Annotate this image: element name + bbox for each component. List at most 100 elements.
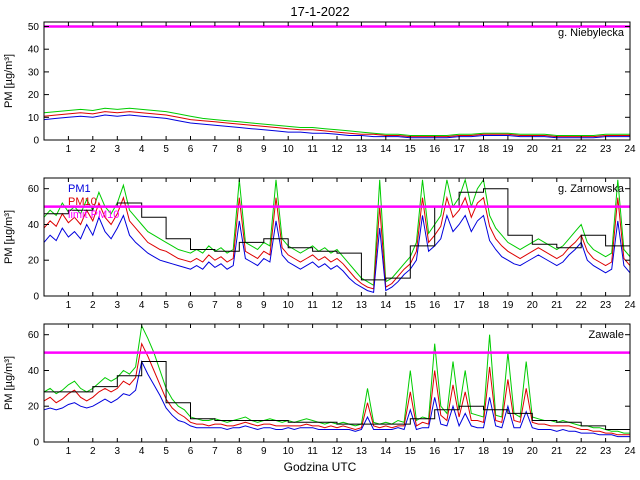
x-tick-label: 8 xyxy=(237,144,243,155)
x-tick-label: 22 xyxy=(576,144,588,155)
chart-title: 17-1-2022 xyxy=(290,4,350,19)
x-tick-label: 23 xyxy=(600,446,612,457)
x-tick-label: 12 xyxy=(331,300,343,311)
x-tick-label: 15 xyxy=(405,446,417,457)
y-tick-label: 0 xyxy=(33,438,39,449)
x-tick-label: 16 xyxy=(429,300,441,311)
y-tick-label: 20 xyxy=(28,90,40,101)
x-tick-label: 24 xyxy=(624,144,636,155)
x-axis-label: Godzina UTC xyxy=(283,460,357,474)
y-tick-label: 30 xyxy=(28,67,40,78)
x-tick-label: 19 xyxy=(502,144,514,155)
x-tick-label: 23 xyxy=(600,300,612,311)
y-axis-label: PM [µg/m³] xyxy=(3,210,15,264)
x-tick-label: 1 xyxy=(66,446,72,457)
x-tick-label: 24 xyxy=(624,446,636,457)
x-tick-label: 11 xyxy=(307,144,318,155)
x-tick-label: 23 xyxy=(600,144,612,155)
x-tick-label: 2 xyxy=(90,144,96,155)
x-tick-label: 21 xyxy=(551,446,563,457)
x-tick-label: 7 xyxy=(212,446,218,457)
subplot-0: 1 2 3 4 5 6 7 8 9 10 11 12 13 14 15 16 17 18 19 20 21 22 23 240… xyxy=(3,21,636,155)
x-tick-label: 4 xyxy=(139,300,145,311)
x-tick-label: 6 xyxy=(188,144,194,155)
x-tick-label: 9 xyxy=(261,144,267,155)
y-tick-label: 40 xyxy=(28,366,40,377)
y-tick-label: 50 xyxy=(28,22,40,33)
x-tick-label: 15 xyxy=(405,144,417,155)
x-tick-label: 13 xyxy=(356,144,368,155)
series-PM2.5 xyxy=(43,195,631,290)
subplot-1: 1 2 3 4 5 6 7 8 9 10 11 12 13 14 15 16 17 18 19 20 21 22 23 240… xyxy=(3,177,636,311)
x-tick-label: 18 xyxy=(478,446,490,457)
legend-label: limit PM10 xyxy=(68,209,119,221)
legend-label: PM10 xyxy=(68,196,97,208)
y-tick-label: 20 xyxy=(28,402,40,413)
x-tick-label: 12 xyxy=(331,144,343,155)
x-tick-label: 5 xyxy=(163,446,169,457)
x-tick-label: 3 xyxy=(115,446,121,457)
x-tick-label: 4 xyxy=(139,144,145,155)
x-tick-label: 6 xyxy=(188,300,194,311)
x-tick-label: 16 xyxy=(429,144,441,155)
series-PM2.5 xyxy=(43,111,630,138)
x-tick-label: 14 xyxy=(380,300,392,311)
x-tick-label: 4 xyxy=(139,446,145,457)
series-PM10 xyxy=(43,107,630,136)
x-tick-label: 3 xyxy=(115,144,121,155)
x-tick-label: 17 xyxy=(454,144,466,155)
y-tick-label: 0 xyxy=(33,292,39,303)
x-tick-label: 13 xyxy=(356,300,368,311)
site-label: g. Zarnowska xyxy=(558,183,625,195)
x-tick-label: 17 xyxy=(454,446,466,457)
x-tick-label: 5 xyxy=(163,144,169,155)
x-tick-label: 17 xyxy=(454,300,466,311)
y-tick-label: 10 xyxy=(28,113,40,124)
x-tick-label: 1 xyxy=(66,300,72,311)
x-tick-label: 24 xyxy=(624,300,636,311)
x-tick-label: 9 xyxy=(261,446,267,457)
series-PM10 xyxy=(43,177,631,287)
site-label: g. Niebylecka xyxy=(558,27,625,39)
x-tick-label: 10 xyxy=(283,446,295,457)
series-PM10-ref xyxy=(44,188,630,281)
y-tick-label: 60 xyxy=(28,330,40,341)
x-tick-label: 21 xyxy=(551,300,563,311)
y-tick-label: 20 xyxy=(28,256,40,267)
x-tick-label: 2 xyxy=(90,446,96,457)
x-tick-label: 22 xyxy=(576,446,588,457)
x-tick-label: 6 xyxy=(188,446,194,457)
axes-frame xyxy=(43,177,631,297)
x-tick-label: 10 xyxy=(283,144,295,155)
legend-label: PM1 xyxy=(68,183,91,195)
x-tick-label: 12 xyxy=(331,446,343,457)
x-tick-label: 3 xyxy=(115,300,121,311)
x-tick-label: 14 xyxy=(380,446,392,457)
x-tick-label: 16 xyxy=(429,446,441,457)
x-tick-label: 9 xyxy=(261,300,267,311)
x-tick-label: 20 xyxy=(527,446,539,457)
y-tick-label: 0 xyxy=(33,136,39,147)
x-tick-label: 10 xyxy=(283,300,295,311)
site-label: Zawale xyxy=(589,329,624,341)
subplot-2: 1 2 3 4 5 6 7 8 9 10 11 12 13 14 15 16 17 18 19 20 21 22 23 240… xyxy=(3,323,636,457)
series-PM1 xyxy=(43,213,631,294)
x-tick-label: 15 xyxy=(405,300,417,311)
x-tick-label: 14 xyxy=(380,144,392,155)
x-tick-label: 19 xyxy=(502,300,514,311)
x-tick-label: 2 xyxy=(90,300,96,311)
x-tick-label: 11 xyxy=(307,446,318,457)
series-PM10 xyxy=(43,324,630,434)
x-tick-label: 20 xyxy=(527,144,539,155)
series-PM1 xyxy=(43,359,630,438)
x-tick-label: 19 xyxy=(502,446,514,457)
y-axis-label: PM [µg/m³] xyxy=(3,356,15,410)
x-tick-label: 20 xyxy=(527,300,539,311)
x-tick-label: 8 xyxy=(237,300,243,311)
y-tick-label: 40 xyxy=(28,220,40,231)
x-tick-label: 7 xyxy=(212,144,218,155)
y-tick-label: 40 xyxy=(28,45,40,56)
y-tick-label: 60 xyxy=(28,184,40,195)
